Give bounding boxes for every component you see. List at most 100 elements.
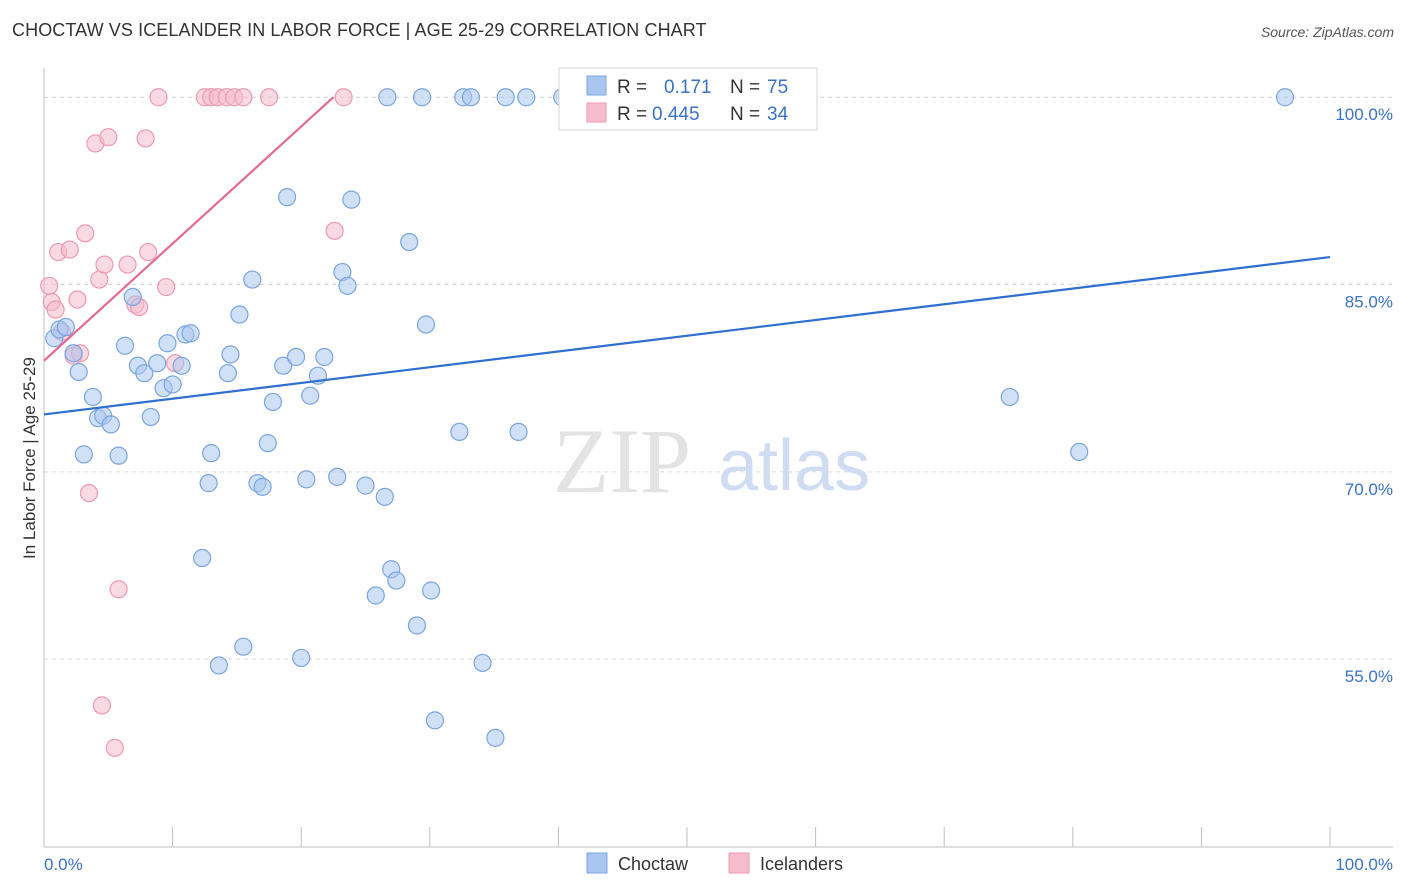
bottom-legend-label-icelanders: Icelanders <box>760 854 843 874</box>
choctaw-point <box>123 287 142 307</box>
choctaw-point <box>64 344 83 363</box>
watermark: ZIP atlas <box>553 410 870 512</box>
icelanders-point <box>46 300 65 319</box>
choctaw-point <box>181 324 200 343</box>
choctaw-point <box>1070 442 1089 461</box>
y-tick-labels: 55.0% 70.0% 85.0% 100.0% <box>1335 105 1393 686</box>
choctaw-point <box>135 364 154 383</box>
bottom-legend-swatch-icelanders <box>728 852 750 874</box>
choctaw-point <box>338 276 357 295</box>
legend-r-label-icelanders: R = <box>617 104 647 125</box>
choctaw-point <box>342 190 361 209</box>
stats-legend: R = 0.171 N = 75 R = 0.445 N = 34 <box>558 67 818 131</box>
choctaw-point <box>69 362 88 382</box>
series-legend: Choctaw Icelanders <box>586 852 843 874</box>
icelanders-point <box>76 224 95 243</box>
choctaw-point <box>387 571 406 590</box>
icelanders-point <box>139 242 158 262</box>
legend-r-label-choctaw: R = <box>617 77 647 98</box>
choctaw-point <box>202 444 221 463</box>
y-tick-label: 85.0% <box>1345 293 1393 312</box>
choctaw-point <box>356 476 375 495</box>
choctaw-point <box>407 616 427 635</box>
choctaw-point <box>421 581 441 600</box>
icelanders-point <box>334 88 353 107</box>
choctaw-point <box>221 345 240 364</box>
icelanders-point <box>60 240 79 259</box>
icelanders-point <box>92 696 111 715</box>
choctaw-point <box>253 477 272 496</box>
choctaw-point <box>83 387 102 407</box>
legend-r-value-icelanders: 0.445 <box>652 104 700 125</box>
choctaw-points <box>45 88 1295 747</box>
choctaw-point <box>193 548 212 568</box>
legend-n-label-icelanders: N = <box>730 104 760 125</box>
choctaw-point <box>1275 88 1295 107</box>
axes <box>43 68 1393 848</box>
icelanders-point <box>95 255 114 274</box>
choctaw-point <box>486 728 505 747</box>
y-axis-label: In Labor Force | Age 25-29 <box>20 357 39 559</box>
choctaw-point <box>277 188 297 207</box>
choctaw-point <box>243 270 262 289</box>
icelanders-point <box>234 88 253 107</box>
icelanders-point <box>105 738 124 757</box>
legend-swatch-icelanders <box>586 102 607 123</box>
choctaw-point <box>292 648 311 668</box>
choctaw-trend-line <box>43 255 1331 416</box>
source-credit: Source: ZipAtlas.com <box>1260 24 1394 40</box>
icelanders-point <box>118 255 137 274</box>
y-tick-label: 70.0% <box>1345 480 1393 499</box>
x-tick-label-max: 100.0% <box>1335 855 1393 874</box>
icelanders-point <box>79 483 99 503</box>
choctaw-point <box>218 364 237 383</box>
choctaw-point <box>234 637 253 656</box>
icelanders-point <box>40 276 59 295</box>
choctaw-point <box>375 487 394 506</box>
choctaw-point <box>473 653 492 673</box>
choctaw-point <box>56 317 75 337</box>
choctaw-point <box>366 586 385 605</box>
choctaw-point <box>109 446 128 465</box>
choctaw-point <box>496 88 515 107</box>
choctaw-point <box>301 386 320 405</box>
icelanders-point <box>136 129 155 148</box>
icelanders-point <box>99 128 118 147</box>
icelanders-point <box>68 290 87 309</box>
choctaw-point <box>425 711 445 730</box>
icelanders-point <box>149 88 168 107</box>
icelanders-point <box>109 580 128 599</box>
choctaw-point <box>412 88 432 107</box>
legend-n-value-choctaw: 75 <box>767 77 788 98</box>
legend-n-value-icelanders: 34 <box>767 104 789 125</box>
watermark-zip: ZIP <box>553 410 691 512</box>
choctaw-point <box>258 434 277 453</box>
legend-r-value-choctaw: 0.171 <box>664 77 712 98</box>
choctaw-point <box>274 356 293 375</box>
y-tick-label: 55.0% <box>1345 667 1393 686</box>
choctaw-point <box>172 356 191 375</box>
legend-swatch-choctaw <box>586 75 607 96</box>
choctaw-point <box>230 305 249 324</box>
choctaw-point <box>163 375 182 394</box>
choctaw-point <box>1000 387 1019 407</box>
chart-title: CHOCTAW VS ICELANDER IN LABOR FORCE | AG… <box>12 20 707 40</box>
choctaw-point <box>517 88 536 107</box>
choctaw-point <box>297 470 316 489</box>
choctaw-point <box>141 407 160 427</box>
choctaw-point <box>148 354 167 373</box>
grid-lines <box>44 96 1393 660</box>
choctaw-point <box>158 334 177 353</box>
choctaw-point <box>115 336 135 355</box>
choctaw-point <box>263 392 283 412</box>
choctaw-point <box>286 347 306 367</box>
x-ticks <box>43 827 1331 847</box>
choctaw-point <box>400 232 419 252</box>
choctaw-point <box>509 422 528 442</box>
choctaw-point <box>450 422 469 442</box>
choctaw-point <box>328 467 347 486</box>
icelanders-point <box>325 221 344 240</box>
choctaw-point <box>101 415 120 434</box>
bottom-legend-swatch-choctaw <box>586 852 608 874</box>
